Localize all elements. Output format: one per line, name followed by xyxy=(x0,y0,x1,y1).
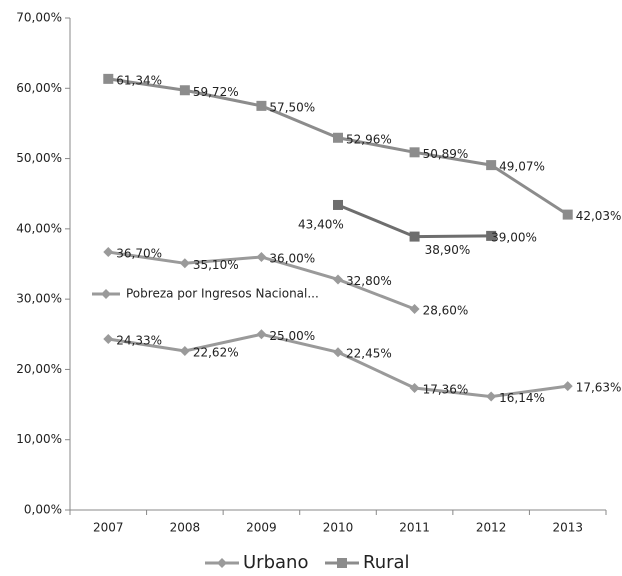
x-tick-label: 2013 xyxy=(552,521,583,535)
data-label: 36,70% xyxy=(116,247,162,261)
y-tick-label: 10,00% xyxy=(16,432,62,446)
marker xyxy=(256,329,267,340)
marker xyxy=(562,381,573,392)
data-label: 35,10% xyxy=(193,258,239,272)
data-label: 52,96% xyxy=(346,132,392,146)
data-label: 32,80% xyxy=(346,274,392,288)
data-label: 57,50% xyxy=(269,100,315,114)
marker xyxy=(486,230,497,241)
legend-label: Pobreza por Ingresos Nacional... xyxy=(126,287,319,301)
marker xyxy=(103,247,114,258)
x-tick-label: 2008 xyxy=(170,521,201,535)
data-label: 49,07% xyxy=(499,160,545,174)
marker xyxy=(486,391,497,402)
x-tick-label: 2011 xyxy=(399,521,430,535)
marker xyxy=(103,333,114,344)
x-tick-label: 2012 xyxy=(476,521,507,535)
marker xyxy=(337,558,347,568)
marker xyxy=(333,347,343,358)
legend-label: Rural xyxy=(363,552,410,573)
data-label: 17,63% xyxy=(576,381,622,395)
data-label: 17,36% xyxy=(423,382,469,396)
marker xyxy=(179,85,190,96)
marker xyxy=(409,303,420,314)
series-line xyxy=(108,332,568,399)
series-line xyxy=(108,77,569,216)
data-label: 59,72% xyxy=(193,85,239,99)
y-tick-label: 20,00% xyxy=(16,362,62,376)
marker xyxy=(217,558,227,568)
x-tick-label: 2010 xyxy=(323,521,354,535)
y-tick-label: 0,00% xyxy=(24,503,62,517)
marker xyxy=(409,147,420,158)
y-tick-label: 50,00% xyxy=(16,151,62,165)
x-tick-label: 2007 xyxy=(93,521,124,535)
legend-label: Urbano xyxy=(243,552,308,573)
marker xyxy=(256,100,267,111)
data-label: 24,33% xyxy=(116,333,162,347)
data-label: 22,62% xyxy=(193,346,239,360)
y-tick-label: 60,00% xyxy=(16,81,62,95)
marker xyxy=(486,160,497,171)
data-label: 36,00% xyxy=(269,251,315,265)
marker xyxy=(409,382,420,393)
marker xyxy=(179,258,190,269)
data-label: 38,90% xyxy=(425,243,471,257)
marker xyxy=(103,73,114,84)
data-label: 61,34% xyxy=(116,73,162,87)
data-label: 16,14% xyxy=(499,391,545,405)
data-label: 28,60% xyxy=(423,303,469,317)
marker xyxy=(409,231,420,242)
marker xyxy=(333,132,343,143)
data-label: 42,03% xyxy=(576,209,622,223)
marker xyxy=(333,274,343,285)
y-tick-label: 30,00% xyxy=(16,292,62,306)
marker xyxy=(179,346,190,357)
data-label: 25,00% xyxy=(269,329,315,343)
data-label: 43,40% xyxy=(298,217,344,231)
marker xyxy=(562,209,573,220)
marker xyxy=(333,199,343,210)
x-tick-label: 2009 xyxy=(246,521,277,535)
data-label: 22,45% xyxy=(346,347,392,361)
y-tick-label: 40,00% xyxy=(16,221,62,235)
data-label: 50,89% xyxy=(423,147,469,161)
data-label: 39,00% xyxy=(491,230,537,244)
marker xyxy=(101,289,111,299)
y-tick-label: 70,00% xyxy=(16,11,62,25)
marker xyxy=(256,251,267,262)
